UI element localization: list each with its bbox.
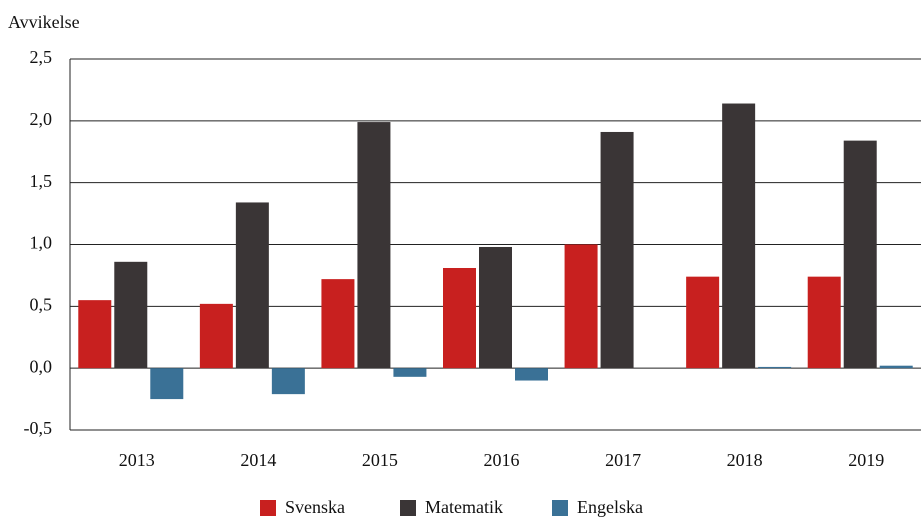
x-tick-label: 2013 <box>119 450 155 470</box>
x-tick-label: 2017 <box>605 450 641 470</box>
x-tick-label: 2019 <box>848 450 884 470</box>
y-tick-label: 1,0 <box>30 233 53 253</box>
legend-label: Engelska <box>577 497 643 517</box>
x-tick-label: 2015 <box>362 450 398 470</box>
legend-label: Matematik <box>425 497 503 517</box>
bar <box>879 365 913 369</box>
y-tick-label: 0,0 <box>30 356 53 376</box>
y-axis-label: Avvikelse <box>8 12 80 32</box>
y-tick-label: 1,5 <box>30 171 53 191</box>
y-tick-label: 2,5 <box>30 47 53 67</box>
legend-swatch <box>260 500 276 516</box>
x-tick-label: 2014 <box>240 450 276 470</box>
bar <box>686 276 720 369</box>
bar <box>807 276 841 369</box>
bar <box>722 103 756 369</box>
bar <box>78 300 112 369</box>
bar <box>479 246 512 369</box>
bar <box>758 366 792 369</box>
bar <box>235 202 269 369</box>
bar <box>515 368 548 381</box>
legend-label: Svenska <box>285 497 345 517</box>
y-tick-label: 0,5 <box>30 294 53 314</box>
y-tick-label: 2,0 <box>30 109 53 129</box>
bar <box>843 140 877 369</box>
bar <box>271 368 305 395</box>
bar <box>199 303 233 369</box>
x-tick-label: 2018 <box>727 450 763 470</box>
bar <box>600 131 634 369</box>
bar <box>114 261 148 369</box>
y-tick-label: -0,5 <box>24 418 53 438</box>
bar <box>321 279 355 369</box>
bar <box>357 122 391 369</box>
legend-swatch <box>400 500 416 516</box>
bar <box>443 267 476 369</box>
x-tick-label: 2016 <box>484 450 520 470</box>
bar <box>564 244 598 369</box>
legend-swatch <box>552 500 568 516</box>
bar <box>393 368 427 377</box>
bar <box>150 368 184 400</box>
